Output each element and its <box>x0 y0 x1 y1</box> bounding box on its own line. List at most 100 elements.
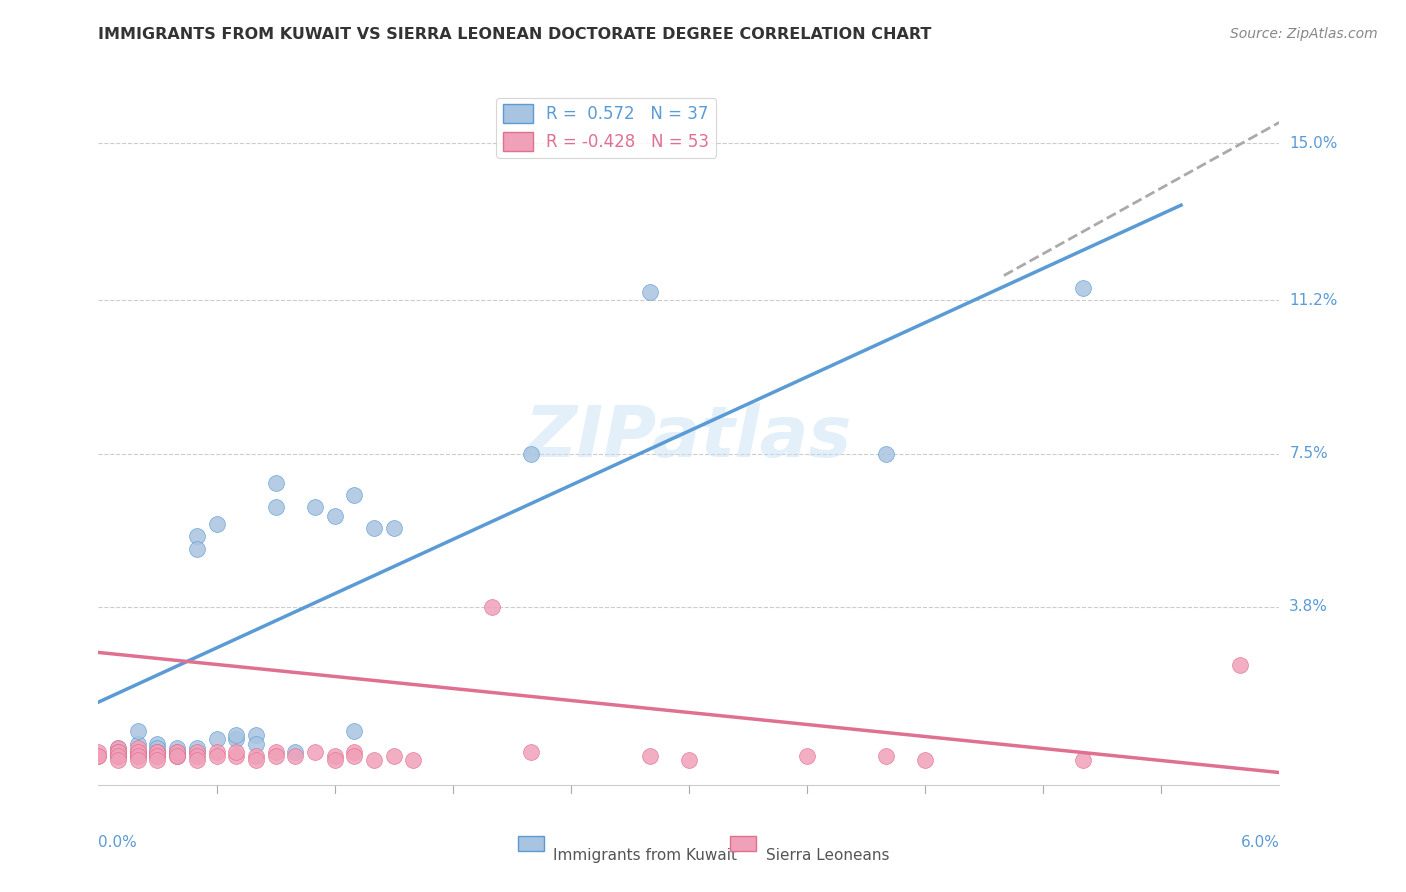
Text: 6.0%: 6.0% <box>1240 835 1279 850</box>
Point <box>1229 657 1251 672</box>
Point <box>638 285 661 300</box>
Point <box>343 745 366 759</box>
Point <box>166 740 188 755</box>
Point <box>1071 753 1094 767</box>
Text: 0.0%: 0.0% <box>98 835 138 850</box>
Point <box>382 749 405 764</box>
Point <box>146 753 169 767</box>
Point <box>382 521 405 535</box>
Point <box>186 745 208 759</box>
Point <box>323 749 346 764</box>
Point <box>520 745 543 759</box>
Point <box>107 745 129 759</box>
Point <box>127 737 149 751</box>
Point <box>264 475 287 490</box>
Point <box>127 745 149 759</box>
Bar <box>730 836 756 851</box>
Text: IMMIGRANTS FROM KUWAIT VS SIERRA LEONEAN DOCTORATE DEGREE CORRELATION CHART: IMMIGRANTS FROM KUWAIT VS SIERRA LEONEAN… <box>98 27 932 42</box>
Point <box>166 749 188 764</box>
Point <box>343 488 366 502</box>
Text: Source: ZipAtlas.com: Source: ZipAtlas.com <box>1230 27 1378 41</box>
Text: Sierra Leoneans: Sierra Leoneans <box>766 847 889 863</box>
Point <box>107 745 129 759</box>
Point <box>245 737 267 751</box>
Point <box>638 749 661 764</box>
Point <box>343 724 366 739</box>
Point <box>363 521 385 535</box>
Point <box>225 749 247 764</box>
Point <box>186 541 208 556</box>
Point <box>127 753 149 767</box>
Point <box>323 753 346 767</box>
Point <box>304 500 326 515</box>
Point <box>127 749 149 764</box>
Point <box>107 749 129 764</box>
Point <box>323 508 346 523</box>
Point <box>127 749 149 764</box>
Point <box>146 745 169 759</box>
Point <box>678 753 700 767</box>
Text: 3.8%: 3.8% <box>1289 599 1329 615</box>
Point <box>264 745 287 759</box>
Point <box>481 599 503 614</box>
Point <box>245 749 267 764</box>
Point <box>146 737 169 751</box>
Point <box>343 749 366 764</box>
Point <box>107 753 129 767</box>
Point <box>363 753 385 767</box>
Point <box>186 749 208 764</box>
Point <box>796 749 818 764</box>
Text: 7.5%: 7.5% <box>1289 446 1329 461</box>
Point <box>146 745 169 759</box>
Point <box>166 749 188 764</box>
Point <box>264 749 287 764</box>
Point <box>146 749 169 764</box>
Point <box>166 745 188 759</box>
Legend: R =  0.572   N = 37, R = -0.428   N = 53: R = 0.572 N = 37, R = -0.428 N = 53 <box>496 97 716 158</box>
Point <box>107 749 129 764</box>
Point <box>166 745 188 759</box>
Point <box>87 745 110 759</box>
Text: ZIPatlas: ZIPatlas <box>526 402 852 472</box>
Point <box>914 753 936 767</box>
Point <box>264 500 287 515</box>
Point <box>127 745 149 759</box>
Point <box>146 749 169 764</box>
Point <box>402 753 425 767</box>
Point <box>186 740 208 755</box>
Point <box>107 740 129 755</box>
Bar <box>517 836 544 851</box>
Point <box>304 745 326 759</box>
Point <box>875 749 897 764</box>
Point <box>146 740 169 755</box>
Point <box>225 732 247 747</box>
Point <box>875 447 897 461</box>
Point <box>87 749 110 764</box>
Point <box>205 732 228 747</box>
Point <box>225 728 247 742</box>
Point <box>1071 281 1094 295</box>
Text: Immigrants from Kuwait: Immigrants from Kuwait <box>553 847 737 863</box>
Point <box>186 745 208 759</box>
Point <box>186 753 208 767</box>
Point <box>107 740 129 755</box>
Point <box>245 753 267 767</box>
Point <box>245 728 267 742</box>
Point <box>166 749 188 764</box>
Text: 15.0%: 15.0% <box>1289 136 1337 151</box>
Point <box>520 447 543 461</box>
Point <box>107 749 129 764</box>
Point <box>146 745 169 759</box>
Point <box>284 749 307 764</box>
Point <box>127 745 149 759</box>
Point <box>127 724 149 739</box>
Point <box>205 749 228 764</box>
Point <box>186 529 208 543</box>
Point <box>127 749 149 764</box>
Point <box>205 516 228 531</box>
Point <box>87 749 110 764</box>
Text: 11.2%: 11.2% <box>1289 293 1337 308</box>
Point <box>166 745 188 759</box>
Point <box>127 740 149 755</box>
Point <box>205 745 228 759</box>
